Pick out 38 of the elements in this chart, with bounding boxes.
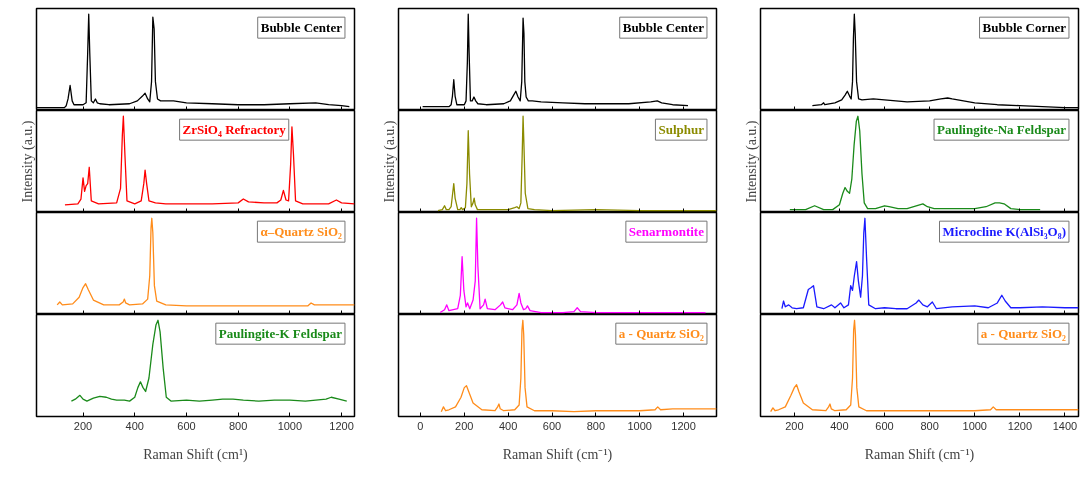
x-tick-label: 400 bbox=[830, 419, 849, 432]
annotation: Paulingite-Na Feldspar bbox=[937, 122, 1067, 138]
x-tick-label: 600 bbox=[542, 419, 562, 432]
x-tick-label: 600 bbox=[177, 419, 196, 432]
x-tick-label: 1000 bbox=[277, 419, 303, 432]
x-tick-label: 1400 bbox=[1052, 419, 1078, 432]
annotation: Bubble Center bbox=[622, 20, 705, 36]
annotation: Bubble Corner bbox=[982, 20, 1067, 36]
x-axis-title: Raman Shift (cm⁻¹) bbox=[502, 446, 613, 463]
x-tick-label: 600 bbox=[875, 419, 894, 432]
x-tick-label: 1000 bbox=[627, 419, 652, 432]
x-tick-label: 0 bbox=[417, 419, 424, 432]
x-tick-label: 1200 bbox=[671, 419, 696, 432]
x-tick-label: 800 bbox=[586, 419, 606, 432]
annotation: ZrSiO₄ Refractory bbox=[182, 122, 287, 138]
x-tick-label: 200 bbox=[455, 419, 474, 432]
y-axis-title: Intensity (a.u.) bbox=[743, 120, 760, 203]
annotation: a - Quartz SiO₂ bbox=[618, 326, 705, 342]
x-tick-label: 800 bbox=[228, 419, 248, 432]
x-tick-label: 200 bbox=[73, 419, 93, 432]
x-tick-label: 1000 bbox=[962, 419, 987, 432]
annotation: Senarmontite bbox=[628, 224, 705, 240]
x-tick-label: 200 bbox=[785, 419, 804, 432]
x-tick-label: 400 bbox=[125, 419, 144, 432]
x-axis-title: Raman Shift (cm⁻¹) bbox=[864, 446, 975, 463]
annotation: α–Quartz SiO₂ bbox=[260, 224, 343, 240]
annotation: Sulphur bbox=[658, 122, 705, 138]
y-axis-title: Intensity (a.u.) bbox=[381, 120, 398, 203]
x-tick-label: 800 bbox=[920, 419, 939, 432]
x-tick-label: 1200 bbox=[329, 419, 354, 432]
annotation: Microcline K(AlSi₃O₈) bbox=[942, 224, 1066, 240]
annotation: Paulingite-K Feldspar bbox=[218, 326, 343, 342]
annotation: a - Quartz SiO₂ bbox=[980, 326, 1067, 342]
y-axis-title: Intensity (a.u.) bbox=[19, 120, 36, 203]
x-tick-label: 1200 bbox=[1007, 419, 1033, 432]
annotation: Bubble Center bbox=[260, 20, 343, 36]
x-tick-label: 400 bbox=[498, 419, 518, 432]
x-axis-title: Raman Shift (cm¹) bbox=[143, 446, 249, 463]
